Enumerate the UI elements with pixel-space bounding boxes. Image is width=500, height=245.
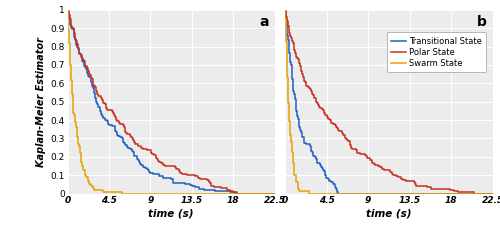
Transitional State: [490, 192, 496, 195]
Polar State: [302, 82, 308, 85]
Line: Swarm State: Swarm State: [285, 10, 492, 194]
Transitional State: [284, 29, 290, 32]
Swarm State: [289, 146, 295, 148]
Transitional State: [336, 192, 342, 195]
Swarm State: [490, 192, 496, 195]
Swarm State: [282, 8, 288, 11]
Y-axis label: Kaplan-Meier Estimator: Kaplan-Meier Estimator: [36, 37, 46, 167]
Swarm State: [286, 111, 292, 114]
Polar State: [316, 105, 322, 108]
Swarm State: [292, 176, 298, 179]
Swarm State: [287, 125, 293, 128]
Transitional State: [286, 46, 292, 49]
Polar State: [342, 136, 348, 139]
Polar State: [471, 192, 477, 195]
Polar State: [298, 69, 304, 72]
Swarm State: [291, 169, 297, 172]
Polar State: [322, 113, 328, 116]
Text: a: a: [259, 15, 268, 29]
Transitional State: [310, 151, 316, 154]
Polar State: [282, 8, 288, 11]
Swarm State: [290, 159, 296, 162]
Polar State: [370, 161, 376, 164]
Swarm State: [306, 192, 312, 195]
Transitional State: [300, 137, 306, 140]
Transitional State: [310, 154, 316, 157]
Line: Polar State: Polar State: [285, 10, 492, 194]
Transitional State: [289, 72, 295, 75]
X-axis label: time (s): time (s): [148, 208, 194, 218]
Transitional State: [282, 8, 288, 11]
Text: b: b: [476, 15, 486, 29]
Polar State: [490, 192, 496, 195]
Line: Transitional State: Transitional State: [285, 10, 492, 194]
Legend: Transitional State, Polar State, Swarm State: Transitional State, Polar State, Swarm S…: [386, 32, 486, 72]
X-axis label: time (s): time (s): [366, 208, 412, 218]
